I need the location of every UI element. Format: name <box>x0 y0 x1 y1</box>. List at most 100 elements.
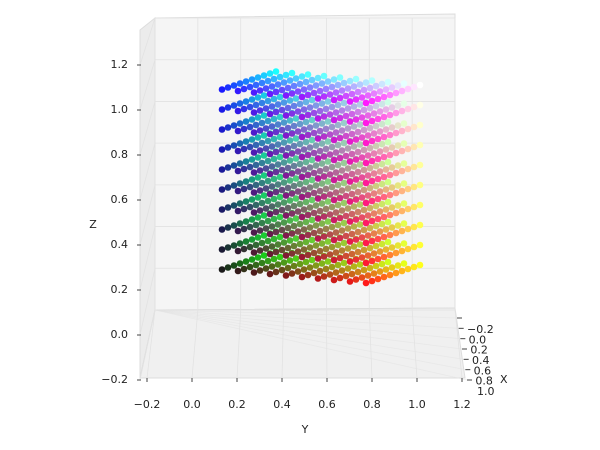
point <box>362 219 370 227</box>
point <box>330 76 338 83</box>
point <box>340 119 348 127</box>
point <box>282 112 290 119</box>
point <box>362 79 370 86</box>
point <box>342 132 350 140</box>
point <box>318 140 326 147</box>
point <box>338 207 346 214</box>
point <box>262 125 270 132</box>
point <box>280 219 288 226</box>
point <box>250 269 258 276</box>
point <box>392 229 400 237</box>
point <box>410 143 418 151</box>
point <box>348 210 356 218</box>
point <box>358 154 366 161</box>
point <box>348 90 356 98</box>
point <box>338 247 346 254</box>
point <box>240 145 248 153</box>
point <box>318 200 326 207</box>
point <box>348 270 356 278</box>
point <box>340 179 348 187</box>
point <box>268 123 276 130</box>
point <box>416 241 424 249</box>
point <box>314 175 322 182</box>
x-tick-label: 1.0 <box>477 385 495 398</box>
point <box>314 195 322 202</box>
point <box>312 182 320 189</box>
point <box>334 241 342 249</box>
point <box>236 80 244 87</box>
point <box>364 272 372 279</box>
point <box>380 173 388 181</box>
point <box>306 264 314 271</box>
point <box>332 189 340 196</box>
point <box>410 203 418 211</box>
point <box>324 78 332 85</box>
point <box>248 156 256 163</box>
point <box>338 87 346 94</box>
point <box>242 238 250 245</box>
point <box>370 250 378 257</box>
point <box>264 257 272 265</box>
point <box>370 150 378 157</box>
point <box>316 167 324 175</box>
point <box>258 179 266 187</box>
point <box>296 240 304 248</box>
point <box>302 178 310 186</box>
point <box>362 139 370 147</box>
point <box>242 258 250 265</box>
point <box>306 104 314 111</box>
point <box>354 228 362 236</box>
point <box>368 257 376 265</box>
point <box>262 245 270 252</box>
point <box>324 118 332 125</box>
point <box>304 271 312 279</box>
point <box>258 99 266 107</box>
z-tick-label: −0.2 <box>101 373 128 386</box>
point <box>312 262 320 269</box>
point <box>326 91 334 98</box>
point <box>264 237 272 245</box>
point <box>272 108 280 116</box>
y-tick-label: 0.6 <box>318 398 336 411</box>
point <box>416 121 424 129</box>
point <box>354 128 362 136</box>
point <box>304 131 312 139</box>
point <box>356 201 364 208</box>
point <box>410 183 418 191</box>
point <box>374 215 382 223</box>
point <box>322 85 330 93</box>
grid-line <box>236 309 242 379</box>
point <box>266 130 274 138</box>
point <box>392 189 400 197</box>
point <box>284 84 292 92</box>
point <box>330 156 338 164</box>
point <box>246 123 254 131</box>
point <box>270 235 278 243</box>
point <box>354 208 362 216</box>
point <box>364 172 372 179</box>
point <box>314 215 322 222</box>
point <box>342 212 350 220</box>
point <box>258 239 266 247</box>
point <box>398 167 406 175</box>
point <box>248 176 256 183</box>
point <box>242 158 250 165</box>
x-tick-label: −0.2 <box>467 323 494 336</box>
point <box>254 114 262 121</box>
point <box>348 110 356 118</box>
y-tick-label: 1.0 <box>408 398 426 411</box>
point <box>384 118 392 126</box>
point <box>266 150 274 158</box>
point <box>286 217 294 224</box>
point <box>278 206 286 214</box>
point <box>258 159 266 167</box>
point <box>278 106 286 114</box>
point <box>376 168 384 175</box>
point <box>336 174 344 182</box>
grid-line <box>281 309 284 379</box>
point <box>280 259 288 266</box>
point <box>292 175 300 182</box>
point <box>230 262 238 269</box>
point <box>256 127 264 134</box>
point <box>294 268 302 275</box>
